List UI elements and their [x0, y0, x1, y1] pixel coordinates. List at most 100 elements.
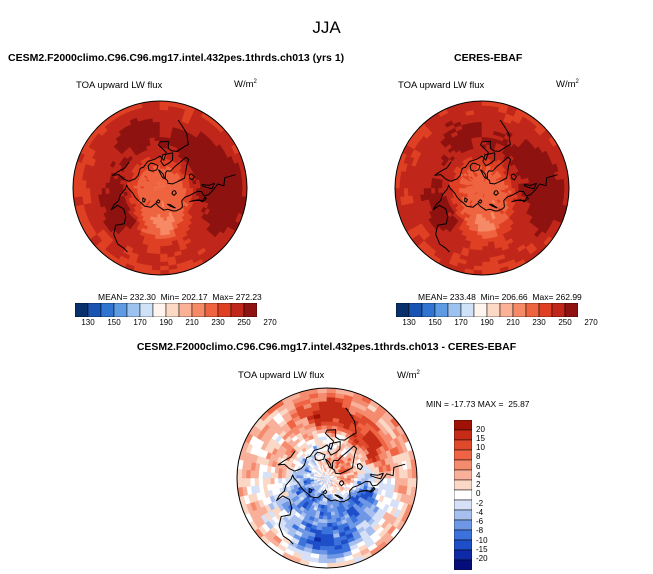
- colorbar-tick-label: 10: [476, 443, 485, 452]
- field-cell: [266, 477, 271, 485]
- field-cell: [159, 220, 165, 226]
- coastline: [157, 169, 165, 179]
- diff-variable-label: TOA upward LW flux: [238, 370, 325, 381]
- colorbar-swatch: [525, 303, 540, 317]
- map-boundary: [394, 100, 570, 276]
- coastline: [523, 182, 538, 190]
- field-cell: [237, 477, 243, 488]
- field-cell: [281, 477, 286, 484]
- field-cell: [403, 469, 409, 479]
- diff-polar-map: [236, 387, 418, 569]
- field-cell: [481, 136, 488, 142]
- field-cell: [430, 187, 436, 194]
- field-cell: [321, 424, 328, 430]
- coastline: [493, 190, 499, 196]
- field-cell: [326, 508, 331, 513]
- model-panel-title: CESM2.F2000climo.C96.C96.mg17.intel.432p…: [8, 52, 345, 64]
- field-cell: [407, 187, 413, 197]
- field-cell: [326, 558, 337, 564]
- field-cell: [514, 183, 520, 189]
- colorbar-tick-label: -20: [476, 554, 488, 563]
- field-cell: [273, 477, 279, 484]
- field-cell: [441, 183, 446, 189]
- colorbar-tick-label: 210: [506, 318, 520, 327]
- field-cell: [133, 187, 138, 192]
- field-cell: [318, 396, 328, 402]
- field-cell: [551, 187, 557, 197]
- field-cell: [108, 182, 114, 189]
- coastline: [314, 451, 326, 462]
- field-cell: [101, 181, 106, 189]
- field-cell: [398, 477, 405, 487]
- colorbar-swatch: [454, 539, 472, 551]
- field-cell: [353, 474, 359, 479]
- colorbar-swatch: [434, 303, 449, 317]
- colorbar-swatch: [454, 489, 472, 501]
- field-cell: [159, 113, 169, 119]
- field-cell: [163, 186, 167, 189]
- field-cell: [475, 238, 483, 244]
- field-cell: [494, 185, 499, 189]
- field-cell: [229, 179, 235, 189]
- field-cell: [481, 242, 489, 247]
- colorbar-tick-label: 130: [402, 318, 416, 327]
- field-cell: [182, 184, 187, 189]
- colorbar-swatch: [447, 303, 462, 317]
- field-cell: [326, 424, 333, 430]
- field-cell: [159, 117, 168, 123]
- field-cell: [321, 522, 328, 528]
- field-cell: [152, 117, 161, 123]
- coastline: [147, 162, 159, 172]
- field-cell: [473, 109, 483, 115]
- field-cell: [155, 147, 161, 152]
- obs-colorbar-ticks: 130 150 170 190 210 230 250 270: [396, 318, 597, 330]
- colorbar-swatch: [454, 559, 472, 570]
- field-cell: [504, 184, 509, 189]
- field-cell: [151, 257, 161, 263]
- field-cell: [273, 472, 279, 479]
- field-cell: [277, 477, 283, 484]
- coastline: [479, 169, 487, 179]
- field-cell: [151, 109, 161, 115]
- field-cell: [481, 269, 492, 275]
- field-cell: [317, 388, 328, 394]
- colorbar-swatch: [454, 449, 472, 461]
- field-cell: [473, 261, 483, 267]
- field-cell: [407, 477, 413, 488]
- field-cell: [73, 187, 79, 198]
- field-cell: [169, 186, 174, 189]
- field-cell: [154, 136, 161, 142]
- field-cell: [101, 187, 106, 195]
- field-cell: [476, 234, 483, 240]
- field-cell: [361, 473, 366, 479]
- field-cell: [225, 180, 231, 189]
- field-cell: [81, 179, 87, 189]
- coastline: [324, 458, 333, 469]
- field-cell: [481, 113, 491, 119]
- field-cell: [347, 475, 352, 479]
- field-cell: [481, 257, 491, 263]
- map-boundary: [236, 387, 418, 569]
- field-cell: [159, 242, 167, 247]
- colorbar-tick-label: 170: [133, 318, 147, 327]
- colorbar-tick-label: 210: [185, 318, 199, 327]
- field-cell: [343, 475, 348, 479]
- colorbar-swatch: [454, 529, 472, 541]
- field-cell: [481, 245, 489, 251]
- obs-units-label: W/m2: [556, 79, 579, 91]
- field-cell: [319, 545, 328, 552]
- field-cell: [475, 242, 483, 247]
- coastline: [356, 462, 364, 471]
- field-cell: [159, 257, 169, 263]
- colorbar-swatch: [204, 303, 219, 317]
- field-cell: [419, 181, 425, 189]
- field-cell: [317, 392, 328, 398]
- field-cell: [472, 101, 483, 107]
- field-cell: [364, 473, 370, 479]
- field-cell: [249, 469, 256, 479]
- coastline: [489, 203, 498, 209]
- field-cell: [458, 187, 463, 191]
- coastline: [486, 156, 512, 185]
- field-cell: [159, 109, 169, 115]
- field-cell: [326, 417, 334, 422]
